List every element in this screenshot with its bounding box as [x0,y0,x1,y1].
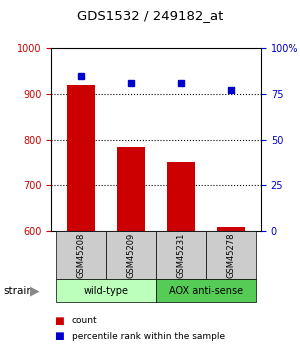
Bar [67,85,95,231]
Bar [156,279,256,302]
Text: wild-type: wild-type [83,286,128,296]
Text: GDS1532 / 249182_at: GDS1532 / 249182_at [77,9,223,22]
Bar [206,231,256,279]
Bar [156,231,206,279]
Bar [117,148,145,231]
Bar [167,162,195,231]
Bar [217,227,245,231]
Bar [106,231,156,279]
Text: count: count [72,316,98,325]
Text: GSM45278: GSM45278 [226,233,236,278]
Bar [56,231,106,279]
Text: ▶: ▶ [30,284,39,297]
Bar [56,279,156,302]
Text: GSM45209: GSM45209 [127,233,136,278]
Text: ■: ■ [54,316,64,326]
Text: strain: strain [3,286,33,296]
Text: percentile rank within the sample: percentile rank within the sample [72,332,225,341]
Text: GSM45231: GSM45231 [176,233,185,278]
Text: AOX anti-sense: AOX anti-sense [169,286,243,296]
Text: GSM45208: GSM45208 [76,233,85,278]
Text: ■: ■ [54,332,64,341]
